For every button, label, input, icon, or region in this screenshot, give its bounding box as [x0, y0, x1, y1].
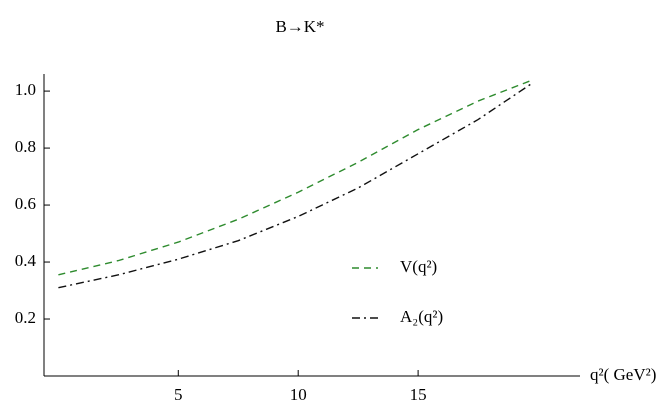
x-axis-label: q²( GeV²) [590, 365, 656, 384]
legend-label: A₂(q²) [400, 307, 443, 326]
legend-label: V(q²) [400, 257, 437, 276]
y-tick-label: 0.8 [15, 137, 36, 156]
y-tick-label: 1.0 [15, 80, 36, 99]
line-series [58, 79, 534, 276]
x-tick-label: 15 [410, 385, 427, 404]
x-tick-label: 10 [290, 385, 307, 404]
x-tick-label: 5 [174, 385, 183, 404]
y-tick-label: 0.4 [15, 251, 37, 270]
chart-title: B→K* [275, 17, 324, 36]
y-tick-label: 0.6 [15, 194, 36, 213]
y-tick-label: 0.2 [15, 308, 36, 327]
line-series [58, 81, 534, 289]
